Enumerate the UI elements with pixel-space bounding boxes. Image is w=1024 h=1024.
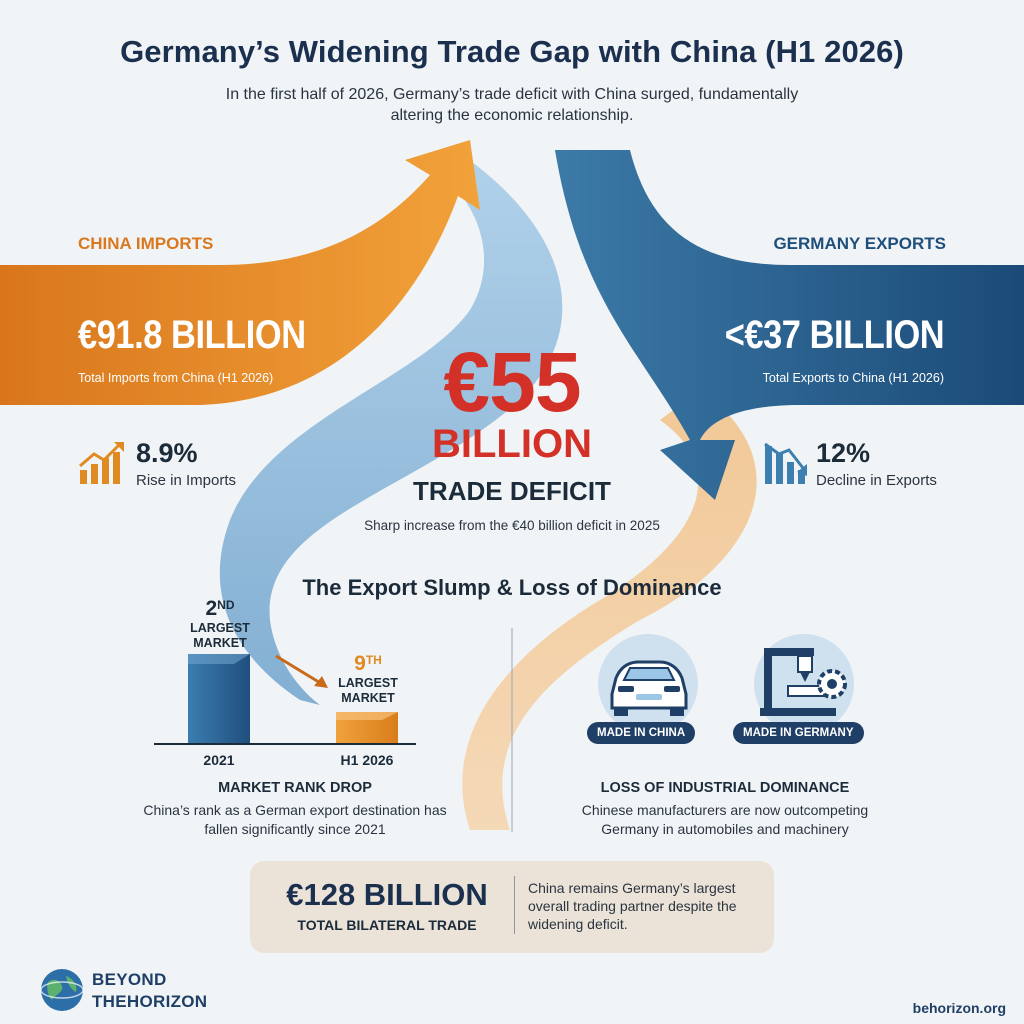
machinery-gear-icon xyxy=(754,634,854,734)
total-trade-box xyxy=(250,861,774,953)
imports-change: 8.9% xyxy=(136,438,198,468)
market-rank-heading: MARKET RANK DROP xyxy=(218,780,372,796)
brand-line2: THEHORIZON xyxy=(92,992,208,1011)
light-blue-ribbon xyxy=(219,150,563,705)
rank-drop-arrow xyxy=(275,654,323,686)
deficit-note: Sharp increase from the €40 billion defi… xyxy=(364,518,660,533)
market-rank-body: China’s rank as a German export destinat… xyxy=(143,802,447,837)
car-icon xyxy=(598,634,698,734)
rank-2026-line2: MARKET xyxy=(341,691,395,705)
market-rank-chart xyxy=(154,654,416,745)
dominance-heading: LOSS OF INDUSTRIAL DOMINANCE xyxy=(600,780,850,796)
rank-2021-line2: MARKET xyxy=(193,636,247,650)
rank-2026-suffix: TH xyxy=(365,653,382,667)
rank-2026-number: 9 xyxy=(354,652,366,675)
x-label-2021: 2021 xyxy=(203,752,235,768)
imports-value: €91.8 BILLION xyxy=(78,313,306,357)
exports-arrow xyxy=(555,150,1024,500)
imports-label: CHINA IMPORTS xyxy=(78,234,214,253)
imports-change-caption: Rise in Imports xyxy=(136,472,237,489)
deficit-label: TRADE DEFICIT xyxy=(413,476,611,506)
made-in-china-badge: MADE IN CHINA xyxy=(587,722,696,744)
dominance-body: Chinese manufacturers are now outcompeti… xyxy=(581,802,869,837)
chart-falling-icon xyxy=(764,442,807,484)
deficit-value: €55 xyxy=(443,335,581,429)
rank-2021-line1: LARGEST xyxy=(190,621,250,635)
exports-change-caption: Decline in Exports xyxy=(816,472,937,489)
total-box-divider xyxy=(514,876,515,934)
exports-change: 12% xyxy=(816,438,871,468)
rank-2021-label: 2ND LARGEST MARKET xyxy=(170,597,270,651)
page-subtitle: In the first half of 2026, Germany’s tra… xyxy=(225,86,799,124)
exports-label: GERMANY EXPORTS xyxy=(773,234,946,253)
bar-2021 xyxy=(188,654,250,744)
brand-line1: BEYOND xyxy=(92,970,167,989)
exports-caption: Total Exports to China (H1 2026) xyxy=(762,371,944,385)
globe-icon xyxy=(40,969,84,1011)
website-link[interactable]: behorizon.org xyxy=(912,1000,1006,1016)
rank-2021-number: 2 xyxy=(205,597,218,620)
page-title: Germany’s Widening Trade Gap with China … xyxy=(120,34,904,69)
made-in-germany-badge: MADE IN GERMANY xyxy=(733,722,864,744)
x-label-2026: H1 2026 xyxy=(340,752,394,768)
peach-ribbon xyxy=(462,390,757,830)
deficit-unit: BILLION xyxy=(432,422,592,466)
chart-rising-icon xyxy=(79,442,124,484)
total-trade-label: TOTAL BILATERAL TRADE xyxy=(297,917,477,933)
imports-arrow xyxy=(0,140,480,405)
rank-2021-suffix: ND xyxy=(217,598,235,612)
total-trade-note: China remains Germany’s largest overall … xyxy=(528,880,737,932)
total-trade-value: €128 BILLION xyxy=(286,877,488,912)
exports-value: <€37 BILLION xyxy=(724,313,945,357)
rank-2026-line1: LARGEST xyxy=(338,676,398,690)
imports-caption: Total Imports from China (H1 2026) xyxy=(78,371,274,385)
rank-2026-label: 9TH LARGEST MARKET xyxy=(318,652,418,706)
section-title: The Export Slump & Loss of Dominance xyxy=(302,575,722,600)
